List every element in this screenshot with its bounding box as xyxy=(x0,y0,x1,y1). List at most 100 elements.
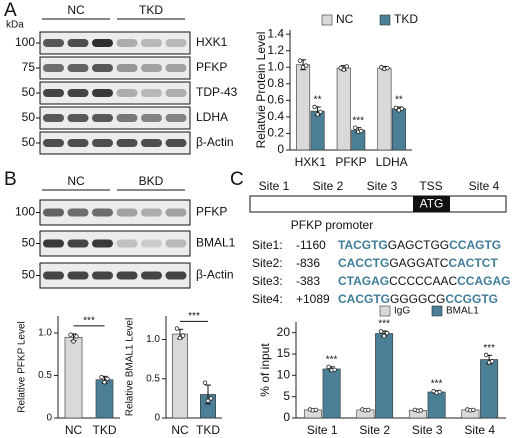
data-point xyxy=(489,359,495,364)
y-axis-title: Relatvie Protein Level xyxy=(254,32,268,149)
x-tick-label: NC xyxy=(65,423,83,437)
y-tick-label: 0 xyxy=(277,142,284,156)
significance: ** xyxy=(395,95,403,106)
data-point xyxy=(366,407,371,413)
data-point xyxy=(313,407,319,413)
bar xyxy=(480,359,499,419)
blot-band xyxy=(43,139,64,147)
data-point xyxy=(385,65,390,71)
blot-label: BMAL1 xyxy=(196,236,236,250)
y-tick-label: 0 xyxy=(46,413,52,424)
blot-band xyxy=(165,208,187,217)
data-point xyxy=(437,389,442,395)
blot-band xyxy=(92,271,113,280)
bar xyxy=(322,368,341,419)
significance: *** xyxy=(326,354,338,365)
blot-band xyxy=(67,239,89,248)
blot-band xyxy=(67,89,89,97)
data-point xyxy=(418,408,424,413)
blot-band xyxy=(165,89,187,97)
data-point xyxy=(378,329,384,334)
x-tick-label: Site 3 xyxy=(412,423,443,437)
data-point xyxy=(297,58,303,63)
blot-band xyxy=(165,64,187,72)
sequence-motif2: CCAGTG xyxy=(449,238,501,252)
data-point xyxy=(202,380,208,385)
blot-band xyxy=(165,114,187,122)
x-tick-label: NC xyxy=(171,423,189,437)
data-point xyxy=(326,364,331,369)
blot-band xyxy=(92,239,113,248)
y-tick-label: 0 xyxy=(283,410,290,424)
blot-band xyxy=(116,89,138,97)
legend-swatch xyxy=(431,305,443,317)
x-tick-label: TKD xyxy=(196,423,220,437)
blot-label: HXK1 xyxy=(196,35,228,49)
blot-band xyxy=(67,64,89,72)
site-label: Site 1 xyxy=(259,179,290,193)
blot-band xyxy=(141,139,162,147)
y-tick-label: 5 xyxy=(283,389,290,403)
group-label: TKD xyxy=(139,3,163,17)
y-axis-title: Relative BMAL1 Level xyxy=(125,318,136,416)
group-label: NC xyxy=(67,174,85,188)
y-tick-label: 0.5 xyxy=(38,370,52,381)
data-point xyxy=(393,105,399,110)
bar xyxy=(296,64,311,151)
sequence-spacer: CCCCCAAC xyxy=(389,274,457,288)
kda-label: kDa xyxy=(6,20,24,31)
y-tick-label: 1.0 xyxy=(267,59,284,73)
blot-band xyxy=(141,89,162,97)
mw-marker: 50 xyxy=(22,110,36,124)
x-tick-label: Site 1 xyxy=(307,423,338,437)
mw-marker: 50 xyxy=(22,268,36,282)
sequence: CACGTGGGGGCGCCGGTG xyxy=(338,292,498,306)
sequence-motif2: CCAGAG xyxy=(457,274,510,288)
legend-label: IgG xyxy=(394,306,410,317)
data-point xyxy=(177,335,183,341)
site-name: Site2: xyxy=(252,256,283,270)
blot-band xyxy=(43,89,64,97)
blot-band xyxy=(43,64,64,72)
blot-band xyxy=(43,114,64,122)
y-tick-label: 0.5 xyxy=(146,373,160,384)
data-point xyxy=(332,367,337,372)
site-name: Site4: xyxy=(252,292,283,306)
sequence-spacer: GGGGCG xyxy=(390,292,445,306)
sequence-motif1: CACCTG xyxy=(338,256,389,270)
bar xyxy=(427,391,446,419)
blot-band xyxy=(67,208,89,217)
blot-band xyxy=(165,139,187,147)
promoter-bar xyxy=(249,195,507,213)
sequence-spacer: GAGCTGG xyxy=(388,238,449,252)
x-tick-label: HXK1 xyxy=(295,155,327,169)
x-tick-label: TKD xyxy=(93,423,117,437)
y-tick-label: 0.2 xyxy=(267,126,284,140)
blot-label: LDHA xyxy=(196,110,228,124)
data-point xyxy=(303,63,309,68)
blot-label: TDP-43 xyxy=(196,85,238,99)
y-tick-label: 0.6 xyxy=(267,93,284,107)
legend-swatch xyxy=(379,14,391,26)
site-name: Site3: xyxy=(252,274,283,288)
bar xyxy=(375,333,394,419)
blot-label: β-Actin xyxy=(196,268,234,282)
sequence: TACGTGGAGCTGGCCAGTG xyxy=(338,238,501,252)
bar xyxy=(95,379,114,419)
y-tick-label: 15 xyxy=(277,346,291,360)
y-tick-label: 1.0 xyxy=(38,328,52,339)
blot-band xyxy=(116,39,138,47)
bar xyxy=(172,333,189,419)
blot-band xyxy=(141,114,162,122)
panel-letter: B xyxy=(4,169,17,190)
y-tick-label: 0.8 xyxy=(267,76,284,90)
blot-band xyxy=(116,64,138,72)
blot-band xyxy=(116,114,138,122)
blot-band xyxy=(67,114,89,122)
blot-band xyxy=(92,208,113,217)
blot-band xyxy=(165,239,187,248)
sequence-spacer: GAGGATC xyxy=(389,256,448,270)
blot-band xyxy=(141,239,162,248)
blot-band xyxy=(141,39,162,47)
